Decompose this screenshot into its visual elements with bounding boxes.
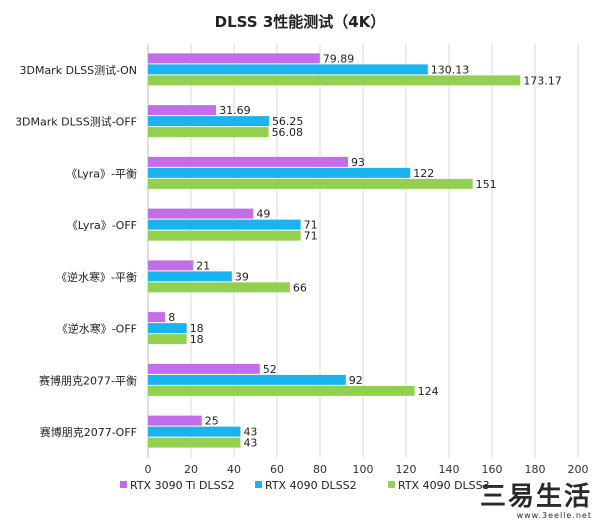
data-label: 173.17 bbox=[523, 74, 562, 87]
legend-swatch bbox=[120, 481, 127, 488]
bar bbox=[148, 363, 260, 374]
x-axis: 0 20 40 60 80 100 120 140 160 180 200 bbox=[145, 463, 589, 476]
watermark-site: www.3eelle.net bbox=[517, 511, 592, 520]
data-label: 93 bbox=[351, 156, 365, 169]
x-tick-label: 40 bbox=[227, 463, 241, 476]
legend-swatch bbox=[388, 481, 395, 488]
chart-title: DLSS 3性能测试（4K） bbox=[215, 13, 386, 31]
x-tick-label: 100 bbox=[353, 463, 374, 476]
bar bbox=[148, 312, 166, 323]
data-label: 43 bbox=[243, 437, 257, 450]
data-label: 71 bbox=[304, 230, 318, 243]
legend: RTX 3090 Ti DLSS2 RTX 4090 DLSS2 RTX 4090 … bbox=[120, 479, 490, 492]
data-label: 39 bbox=[235, 270, 249, 283]
x-tick-label: 0 bbox=[145, 463, 152, 476]
data-label: 151 bbox=[476, 178, 497, 191]
x-tick-label: 60 bbox=[270, 463, 284, 476]
category-label: 《逆水寒》-平衡 bbox=[56, 270, 137, 284]
data-label: 18 bbox=[190, 322, 204, 335]
data-label: 79.89 bbox=[323, 52, 355, 65]
category-label: 3DMark DLSS测试-OFF bbox=[15, 116, 137, 129]
bar bbox=[148, 64, 428, 75]
bar bbox=[148, 105, 217, 116]
category-label: 《逆水寒》-OFF bbox=[57, 322, 137, 336]
bar bbox=[148, 323, 187, 334]
bar bbox=[148, 426, 241, 437]
bar bbox=[148, 53, 320, 64]
bar bbox=[148, 415, 202, 426]
bar bbox=[148, 167, 411, 178]
data-label: 31.69 bbox=[219, 104, 251, 117]
data-label: 25 bbox=[205, 415, 219, 428]
data-label: 66 bbox=[293, 281, 307, 294]
x-tick-label: 120 bbox=[396, 463, 417, 476]
category-label: 3DMark DLSS测试-ON bbox=[19, 64, 137, 77]
bar bbox=[148, 260, 194, 271]
bar bbox=[148, 208, 254, 219]
legend-label: RTX 4090 DLSS3 bbox=[398, 479, 490, 492]
data-label: 92 bbox=[349, 374, 363, 387]
x-tick-label: 200 bbox=[568, 463, 589, 476]
data-label: 21 bbox=[196, 259, 210, 272]
bar bbox=[148, 156, 348, 167]
x-tick-label: 20 bbox=[184, 463, 198, 476]
x-tick-label: 80 bbox=[313, 463, 327, 476]
category-label: 《Lyra》-OFF bbox=[67, 219, 137, 232]
bar bbox=[148, 116, 269, 127]
x-tick-label: 180 bbox=[525, 463, 546, 476]
legend-label: RTX 3090 Ti DLSS2 bbox=[130, 479, 235, 492]
data-label: 56.25 bbox=[272, 115, 304, 128]
bar bbox=[148, 282, 290, 293]
data-label: 43 bbox=[243, 426, 257, 439]
category-labels: 3DMark DLSS测试-ON 3DMark DLSS测试-OFF 《Lyra》-… bbox=[15, 64, 137, 439]
data-label: 49 bbox=[256, 208, 270, 221]
category-label: 赛博朋克2077-OFF bbox=[40, 425, 137, 439]
data-label: 52 bbox=[263, 363, 277, 376]
data-label: 56.08 bbox=[272, 126, 304, 139]
data-label: 71 bbox=[304, 219, 318, 232]
bar bbox=[148, 385, 415, 396]
data-label: 8 bbox=[168, 311, 175, 324]
bar bbox=[148, 127, 269, 138]
legend-label: RTX 4090 DLSS2 bbox=[265, 479, 357, 492]
x-tick-label: 140 bbox=[439, 463, 460, 476]
x-tick-label: 160 bbox=[482, 463, 503, 476]
watermark-brand: 三易生活 bbox=[480, 482, 592, 512]
category-label: 《Lyra》-平衡 bbox=[66, 167, 137, 180]
bar bbox=[148, 75, 521, 86]
watermark: 三易生活 www.3eelle.net bbox=[480, 482, 592, 520]
data-label: 122 bbox=[413, 167, 434, 180]
bar bbox=[148, 437, 241, 448]
bars bbox=[148, 53, 521, 448]
bar bbox=[148, 178, 473, 189]
category-label: 赛博朋克2077-平衡 bbox=[39, 373, 137, 387]
bar bbox=[148, 219, 301, 230]
bar bbox=[148, 271, 232, 282]
data-label: 124 bbox=[418, 385, 439, 398]
legend-swatch bbox=[255, 481, 262, 488]
bar bbox=[148, 374, 346, 385]
data-label: 18 bbox=[190, 333, 204, 346]
bar bbox=[148, 230, 301, 241]
data-label: 130.13 bbox=[431, 63, 470, 76]
bar bbox=[148, 334, 187, 345]
